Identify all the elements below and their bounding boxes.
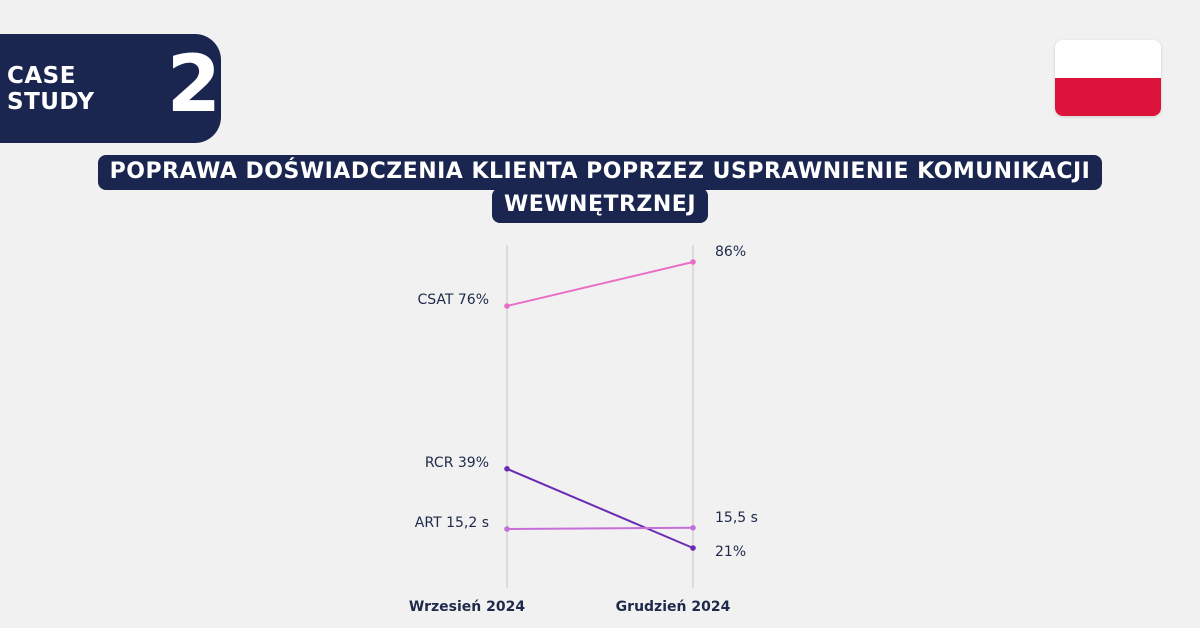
csat-series-line <box>506 261 694 307</box>
csat-label-start: CSAT 76% <box>417 292 489 308</box>
flag-red-stripe <box>1055 78 1161 116</box>
page-title: POPRAWA DOŚWIADCZENIA KLIENTA POPRZEZ US… <box>0 155 1200 223</box>
rcr-point-1 <box>504 466 510 472</box>
csat-label-end: 86% <box>715 244 746 260</box>
art-label-end: 15,5 s <box>715 510 758 526</box>
art-point-1 <box>504 526 510 532</box>
rcr-series-line <box>506 467 694 549</box>
title-line-1: POPRAWA DOŚWIADCZENIA KLIENTA POPRZEZ US… <box>97 155 1103 190</box>
poland-flag-icon <box>1055 40 1161 116</box>
rcr-point-2 <box>690 545 696 551</box>
art-series-line <box>506 526 694 530</box>
badge-label: CASE STUDY <box>7 62 95 115</box>
flag-white-stripe <box>1055 40 1161 78</box>
x-tick-label-1: Wrzesień 2024 <box>409 599 525 615</box>
rcr-label-start: RCR 39% <box>425 455 489 471</box>
csat-point-1 <box>504 303 510 309</box>
title-line-2: WEWNĘTRZNEJ <box>491 188 709 223</box>
csat-point-2 <box>690 259 696 265</box>
badge-number: 2 <box>166 39 221 130</box>
art-point-2 <box>690 525 696 531</box>
case-study-badge: CASE STUDY 2 <box>0 34 221 143</box>
x-tick-label-2: Grudzień 2024 <box>616 599 731 615</box>
art-label-start: ART 15,2 s <box>415 515 489 531</box>
rcr-label-end: 21% <box>715 544 746 560</box>
